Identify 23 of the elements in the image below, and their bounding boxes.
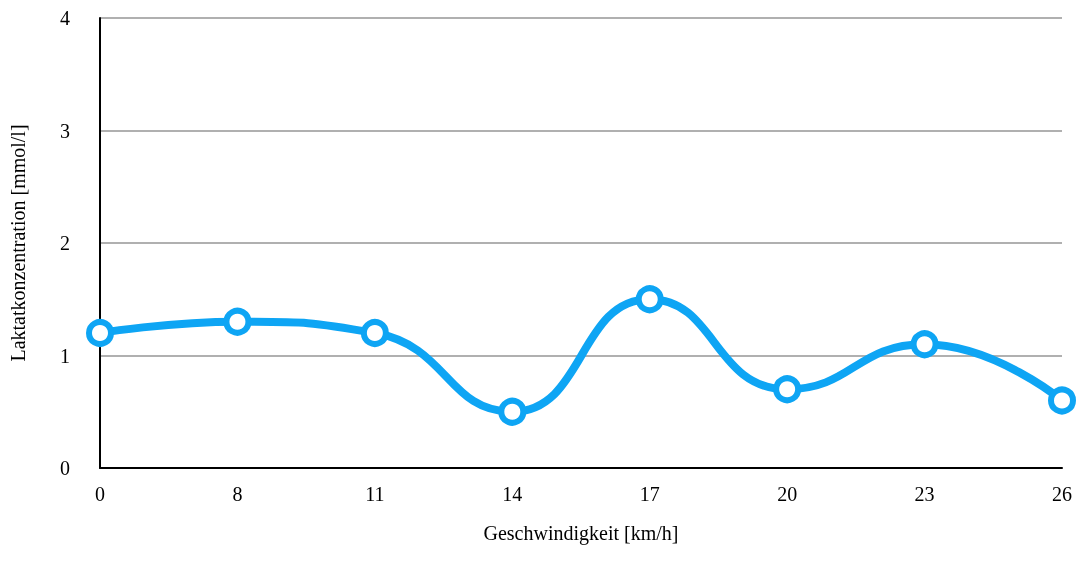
y-tick-label: 3 <box>60 119 70 142</box>
x-tick-label: 26 <box>1052 483 1072 505</box>
y-tick-label: 4 <box>60 7 70 29</box>
x-tick-label: 20 <box>777 483 798 505</box>
point <box>86 319 114 347</box>
y-axis-title: Laktatkonzentration [mmol/l] <box>7 124 29 362</box>
point <box>773 375 802 404</box>
x-tick-label: 0 <box>95 483 105 505</box>
point <box>498 397 527 426</box>
point <box>1048 386 1076 415</box>
y-tick-label: 1 <box>60 344 70 367</box>
x-tick-label: 11 <box>365 483 385 505</box>
x-tick-label: 23 <box>914 483 935 505</box>
x-tick-label: 8 <box>232 483 243 505</box>
point <box>635 285 664 314</box>
point <box>360 319 389 347</box>
y-tick-label: 2 <box>60 232 70 254</box>
x-axis-title: Geschwindigkeit [km/h] <box>483 522 679 545</box>
point <box>223 307 252 336</box>
y-tick-label: 0 <box>60 457 70 479</box>
point <box>910 330 939 359</box>
x-tick-label: 17 <box>639 483 660 505</box>
x-tick-label: 14 <box>502 483 523 505</box>
